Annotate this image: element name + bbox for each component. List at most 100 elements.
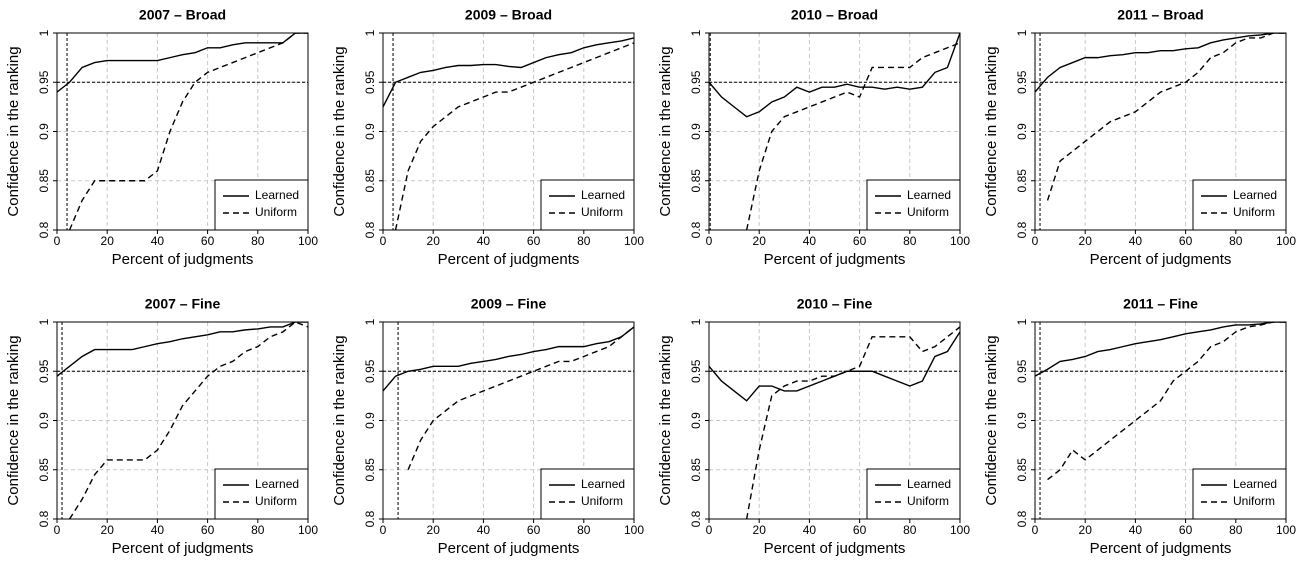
x-tick-label: 0 <box>1032 523 1039 537</box>
y-tick-label: 0.85 <box>37 458 51 482</box>
legend-label: Uniform <box>1233 205 1275 219</box>
x-tick-label: 0 <box>1032 234 1039 248</box>
x-tick-label: 80 <box>251 234 265 248</box>
x-tick-label: 60 <box>201 523 215 537</box>
panel: 2007 – Broad 0 20 40 60 80 100 0.8 0.85 0.9 0.95 1 P… <box>5 7 318 268</box>
x-tick-label: 40 <box>151 234 165 248</box>
x-tick-label: 80 <box>1229 234 1243 248</box>
legend-label: Learned <box>255 188 299 202</box>
chart-title: 2007 – Broad <box>139 7 226 23</box>
x-tick-label: 40 <box>803 234 817 248</box>
legend-box <box>866 468 961 520</box>
y-axis-label: Confidence in the ranking <box>657 46 674 216</box>
x-tick-label: 0 <box>380 523 387 537</box>
panel: 2010 – Broad 0 20 40 60 80 100 0.8 0.85 0.9 0.95 1 P… <box>657 7 970 268</box>
plot-frame <box>56 321 309 520</box>
y-tick-label: 0.9 <box>37 412 51 429</box>
y-tick-label: 1 <box>689 318 703 325</box>
legend-label: Uniform <box>581 494 623 508</box>
y-tick-label: 0.9 <box>363 412 377 429</box>
x-axis-label: Percent of judgments <box>112 251 254 268</box>
chart-title: 2010 – Fine <box>797 296 873 312</box>
series-line <box>1047 322 1286 481</box>
x-tick-label: 0 <box>54 523 61 537</box>
y-tick-label: 0.8 <box>37 221 51 238</box>
y-tick-label: 0.9 <box>1015 123 1029 140</box>
y-tick-label: 1 <box>363 318 377 325</box>
legend-label: Uniform <box>907 205 949 219</box>
series-line <box>68 33 308 230</box>
panel: 2007 – Fine 0 20 40 60 80 100 0.8 0.85 0.9 0.95 1 Pe… <box>5 296 318 557</box>
chart-title: 2007 – Fine <box>145 296 221 312</box>
chart-title: 2010 – Broad <box>791 7 878 23</box>
panel: 2009 – Fine 0 20 40 60 80 100 0.8 0.85 0.9 0.95 1 Pe… <box>331 296 644 557</box>
x-tick-label: 80 <box>577 523 591 537</box>
y-tick-label: 0.9 <box>689 412 703 429</box>
x-tick-label: 20 <box>427 523 441 537</box>
series-line <box>1046 33 1286 201</box>
y-axis-label: Confidence in the ranking <box>5 46 22 216</box>
y-tick-label: 0.85 <box>689 458 703 482</box>
x-tick-label: 40 <box>151 523 165 537</box>
y-axis-label: Confidence in the ranking <box>5 335 22 505</box>
x-tick-label: 40 <box>1129 523 1143 537</box>
legend-label: Learned <box>581 188 625 202</box>
series-line <box>745 326 960 519</box>
y-tick-label: 0.95 <box>689 70 703 94</box>
series-line <box>383 326 634 392</box>
x-tick-label: 0 <box>380 234 387 248</box>
x-tick-label: 100 <box>950 523 970 537</box>
y-tick-label: 0.95 <box>689 359 703 383</box>
legend-box <box>540 179 635 231</box>
x-tick-label: 20 <box>1079 234 1093 248</box>
x-tick-label: 100 <box>624 523 644 537</box>
x-tick-label: 20 <box>101 523 115 537</box>
x-axis-label: Percent of judgments <box>764 251 906 268</box>
x-tick-label: 60 <box>853 234 867 248</box>
plot-frame <box>382 32 635 231</box>
legend-box <box>866 179 961 231</box>
x-tick-label: 100 <box>624 234 644 248</box>
legend-box <box>214 468 309 520</box>
panel: 2011 – Broad 0 20 40 60 80 100 0.8 0.85 0.9 0.95 1 P… <box>983 7 1296 268</box>
x-tick-label: 40 <box>477 523 491 537</box>
series-line <box>68 322 308 519</box>
y-tick-label: 0.8 <box>363 221 377 238</box>
x-tick-label: 60 <box>527 234 541 248</box>
x-tick-label: 80 <box>903 523 917 537</box>
y-tick-label: 0.9 <box>689 123 703 140</box>
y-tick-label: 1 <box>1015 29 1029 36</box>
x-tick-label: 100 <box>298 234 318 248</box>
y-tick-label: 1 <box>363 29 377 36</box>
y-tick-label: 0.85 <box>37 169 51 193</box>
y-tick-label: 0.85 <box>689 169 703 193</box>
legend-label: Uniform <box>1233 494 1275 508</box>
y-axis-label: Confidence in the ranking <box>983 335 1000 505</box>
series-line <box>383 37 634 108</box>
x-tick-label: 100 <box>298 523 318 537</box>
x-axis-label: Percent of judgments <box>438 540 580 557</box>
y-tick-label: 0.8 <box>1015 510 1029 527</box>
x-tick-label: 0 <box>54 234 61 248</box>
x-tick-label: 100 <box>950 234 970 248</box>
y-axis-label: Confidence in the ranking <box>657 335 674 505</box>
y-axis-label: Confidence in the ranking <box>331 46 348 216</box>
series-line <box>57 33 308 93</box>
y-tick-label: 0.8 <box>37 510 51 527</box>
x-tick-label: 80 <box>577 234 591 248</box>
series-line <box>394 42 634 230</box>
chart-title: 2011 – Broad <box>1117 7 1203 23</box>
legend-label: Learned <box>581 477 625 491</box>
series-line <box>1035 33 1286 93</box>
y-tick-label: 0.85 <box>1015 458 1029 482</box>
x-tick-label: 40 <box>477 234 491 248</box>
x-tick-label: 20 <box>427 234 441 248</box>
panel: 2011 – Fine 0 20 40 60 80 100 0.8 0.85 0.9 0.95 1 Pe… <box>983 296 1296 557</box>
x-tick-label: 20 <box>753 234 767 248</box>
panel: 2009 – Broad 0 20 40 60 80 100 0.8 0.85 0.9 0.95 1 P… <box>331 7 644 268</box>
legend-label: Learned <box>907 188 951 202</box>
legend-label: Uniform <box>581 205 623 219</box>
y-tick-label: 0.95 <box>37 70 51 94</box>
x-tick-label: 40 <box>1129 234 1143 248</box>
x-axis-label: Percent of judgments <box>1090 540 1232 557</box>
